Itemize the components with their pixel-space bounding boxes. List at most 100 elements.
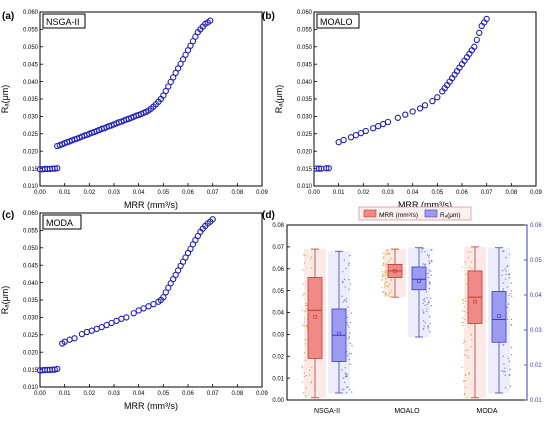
jitter-point <box>387 286 390 288</box>
jitter-point <box>343 381 346 383</box>
data-point <box>340 136 347 144</box>
y-ticks-a: 0.010 0.015 0.020 0.025 0.030 0.035 0.040 0.045… <box>23 10 43 190</box>
jitter-point <box>348 288 350 291</box>
jitter-point <box>389 259 391 261</box>
data-point <box>362 127 369 135</box>
jitter-point <box>504 278 507 280</box>
panel-title-a: NSGA-II <box>46 17 80 27</box>
jitter-point <box>508 360 511 362</box>
jitter-point <box>427 301 430 303</box>
category-label: MODA <box>477 408 498 415</box>
jitter-point <box>504 268 506 270</box>
jitter-point <box>342 280 344 283</box>
jitter-point <box>508 277 511 279</box>
panel-label-c: (c) <box>2 210 14 221</box>
jitter-point <box>390 279 392 282</box>
jitter-point <box>348 278 350 281</box>
data-point <box>483 15 490 23</box>
jitter-point <box>464 261 467 263</box>
jitter-point <box>390 289 392 291</box>
jitter-point <box>388 253 390 255</box>
jitter-point <box>383 271 386 273</box>
jitter-point <box>344 367 346 369</box>
jitter-point <box>510 290 512 292</box>
jitter-point <box>303 372 305 374</box>
y-tick-label: 0.045 <box>23 263 39 269</box>
jitter-point <box>428 282 431 284</box>
data-point <box>409 108 416 115</box>
data-point <box>160 294 167 301</box>
box <box>307 277 323 359</box>
jitter-point <box>467 257 469 259</box>
jitter-point <box>462 342 465 345</box>
jitter-point <box>467 349 469 352</box>
jitter-point <box>471 338 473 341</box>
mean-marker <box>393 269 397 273</box>
y-tick-label: 0.030 <box>23 316 39 322</box>
jitter-point <box>503 250 505 252</box>
jitter-point <box>466 354 468 357</box>
jitter-point <box>423 300 426 303</box>
y-tick-label: 0.010 <box>23 385 39 391</box>
jitter-point <box>428 269 430 271</box>
data-point <box>207 17 214 24</box>
x-axis-label-a: MRR (mm³/s) <box>124 200 178 210</box>
jitter-point <box>346 321 348 324</box>
jitter-point <box>388 292 391 295</box>
jitter-point <box>510 295 513 297</box>
jitter-point <box>306 308 308 311</box>
jitter-point <box>510 346 513 349</box>
jitter-point <box>345 392 348 394</box>
jitter-point <box>424 251 426 253</box>
jitter-point <box>425 291 428 293</box>
jitter-point <box>431 248 433 251</box>
jitter-point <box>350 312 353 314</box>
jitter-point <box>461 310 464 312</box>
jitter-point <box>470 251 472 253</box>
x-tick-label: 0.01 <box>333 190 345 196</box>
data-point <box>51 165 58 172</box>
right-y-tick-label: 0.01 <box>530 398 542 404</box>
jitter-point <box>427 272 429 275</box>
y-tick-label: 0.060 <box>23 10 39 16</box>
jitter-point <box>303 352 306 354</box>
jitter-point <box>342 301 344 303</box>
jitter-point <box>311 366 313 369</box>
jitter-point <box>345 373 348 376</box>
plot-frame-b <box>313 11 537 187</box>
data-point <box>130 310 137 317</box>
jitter-point <box>422 311 425 313</box>
jitter-point <box>461 366 463 369</box>
jitter-point <box>351 391 353 393</box>
jitter-point <box>465 273 467 275</box>
jitter-point <box>386 252 389 255</box>
data-point <box>71 335 78 342</box>
jitter-point <box>387 260 390 263</box>
y-axis-label-c: Rₐ(μm) <box>0 286 10 315</box>
jitter-point <box>503 363 505 365</box>
y-ticks-b: 0.010 0.015 0.020 0.025 0.030 0.035 0.040 0.045… <box>297 10 317 190</box>
jitter-point <box>461 299 464 301</box>
data-point <box>209 216 216 223</box>
jitter-point <box>509 374 511 376</box>
jitter-point <box>306 326 308 328</box>
jitter-point <box>426 308 428 310</box>
data-point <box>434 94 441 101</box>
jitter-point <box>348 336 351 338</box>
data-point <box>476 29 483 37</box>
mean-marker <box>473 299 477 304</box>
x-ticks-c: 0.00 0.01 0.02 0.03 0.04 0.05 0.06 0.07 0.08 0.09 <box>34 384 268 397</box>
jitter-point <box>510 292 512 295</box>
jitter-point <box>462 380 465 382</box>
y-tick-label: 0.050 <box>297 45 313 51</box>
x-tick-label: 0.08 <box>231 190 243 196</box>
jitter-point <box>464 310 466 313</box>
jitter-point <box>381 287 383 289</box>
y-tick-label: 0.020 <box>23 350 39 356</box>
jitter-point <box>464 340 467 343</box>
x-tick-label: 0.03 <box>108 391 120 397</box>
jitter-point <box>343 278 346 281</box>
jitter-point <box>301 365 304 368</box>
panel-label-d: (d) <box>262 210 275 221</box>
jitter-point <box>508 253 511 255</box>
